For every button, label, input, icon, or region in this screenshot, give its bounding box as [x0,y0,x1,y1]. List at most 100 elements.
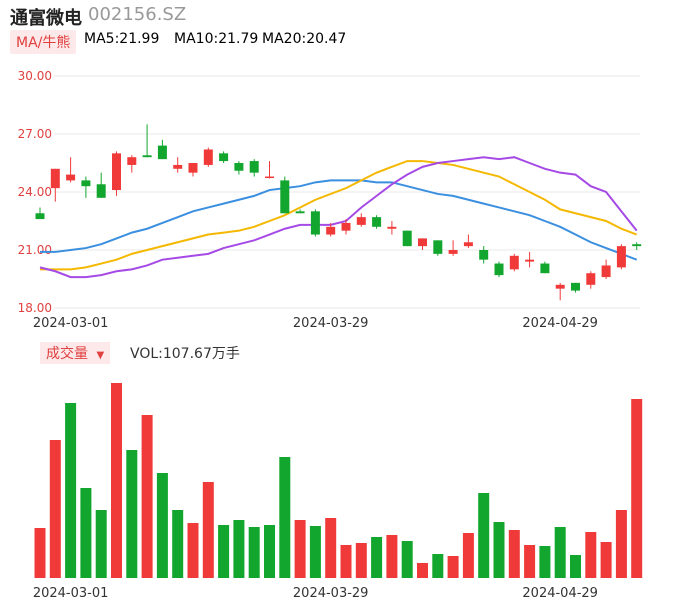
ma-selector-button[interactable]: MA/牛熊 [10,30,77,54]
volume-bar [233,520,245,578]
y-tick-label: 30.00 [18,69,52,83]
candle-body [173,164,183,169]
volume-bar [49,440,61,578]
volume-bar [539,546,551,578]
volume-bar [34,528,46,578]
volume-bar [508,530,520,578]
y-tick-label: 21.00 [18,243,52,257]
candle-body [387,226,397,229]
candle-body [341,222,351,231]
stock-code: 002156.SZ [88,4,187,25]
volume-bar [294,520,306,578]
candle-body [249,161,259,173]
volume-bar [156,473,168,578]
x-tick-label: 2024-03-29 [293,586,369,601]
candle-body [326,226,336,235]
volume-bar [462,533,474,578]
candle-body [66,174,76,181]
volume-bar [187,523,199,578]
volume-bar [447,556,459,578]
volume-bar [325,518,337,578]
candle-body [50,168,60,189]
y-tick-label: 18.00 [18,301,52,315]
volume-bar [432,554,444,578]
ma20-line [40,179,638,261]
volume-bar [172,510,184,578]
candle-body [540,263,550,274]
x-tick-label: 2024-04-29 [522,586,598,601]
volume-label: 成交量 [46,346,88,362]
volume-selector-button[interactable]: 成交量 ▼ [40,342,111,364]
volume-bar [600,542,612,578]
candle-body [265,176,274,179]
volume-bar [111,383,122,578]
ma5-line [39,156,638,279]
candle-body [525,259,535,262]
candle-body [616,246,626,268]
volume-bar [493,522,505,578]
volume-bar [340,545,352,578]
candle-body [310,211,320,235]
candle-body [463,242,473,247]
ma5-legend: MA5:21.99 [84,31,160,47]
candle-body [372,217,382,227]
volume-bar [126,450,138,578]
volume-bar [80,488,92,578]
volume-bar [279,457,291,578]
candle-body [96,184,106,198]
candle-body [586,273,596,285]
candle-body [35,213,45,220]
volume-bar [141,415,153,578]
volume-bar [386,535,398,578]
candle-body [127,157,137,165]
volume-bar [371,537,383,578]
volume-bar [309,526,321,578]
candle-body [112,153,121,191]
y-tick-label: 27.00 [18,127,52,141]
x-tick-label: 2024-03-29 [293,316,369,331]
candle-body [203,149,213,165]
candle-body [418,238,427,247]
candle-body [280,180,290,214]
x-tick-label: 2024-04-29 [522,316,598,331]
candle-body [402,230,412,247]
ma10-legend: MA10:21.79 [174,31,259,47]
candle-body [142,155,152,158]
candle-body [479,250,489,260]
volume-bar [524,545,536,578]
volume-bar [554,527,566,578]
volume-bar [585,532,597,578]
candle-body [188,163,198,173]
volume-bar [264,525,275,578]
ma20-legend: MA20:20.47 [262,31,347,47]
volume-bar [248,527,260,578]
volume-bar [631,399,643,578]
caret-down-icon: ▼ [96,350,105,361]
candle-body [433,240,443,254]
candle-body [494,263,504,276]
volume-value: VOL:107.67万手 [130,346,240,362]
candle-body [601,265,611,278]
x-tick-label: 2024-03-01 [33,316,109,331]
volume-bar [417,563,428,578]
candle-body [571,282,580,291]
volume-bar [478,493,490,578]
candle-body [234,163,244,171]
candle-body [219,153,229,162]
candle-body [157,145,167,160]
volume-bar [65,403,77,578]
candle-body [632,244,642,247]
candle-body [555,284,565,289]
volume-bar [218,525,230,578]
candle-body [295,211,305,214]
y-tick-label: 24.00 [18,185,52,199]
volume-bar [202,482,214,578]
x-tick-label: 2024-03-01 [33,586,109,601]
stock-name: 通富微电 [10,8,82,29]
volume-bar [570,555,581,578]
volume-bar [615,510,627,578]
ma10-line [40,160,638,271]
candle-body [81,180,91,187]
volume-bar [401,541,413,578]
